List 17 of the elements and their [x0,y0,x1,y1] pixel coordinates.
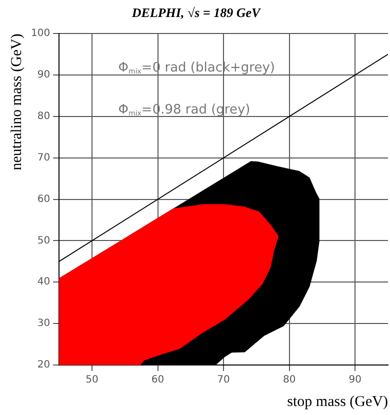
x-tick-label: 70 [217,374,230,386]
y-tick-label: 90 [37,70,50,81]
chart-title: DELPHI, √s = 189 GeV [130,5,262,20]
x-tick-label: 60 [151,374,164,386]
x-tick-label: 50 [86,374,98,386]
y-tick-label: 60 [37,194,50,205]
y-tick-label: 50 [37,235,50,246]
y-tick-label: 20 [37,360,50,371]
y-tick-label: 30 [37,318,50,330]
x-tick-label: 90 [348,374,362,386]
y-axis-title: neutralino mass (GeV) [8,34,25,170]
x-tick-label: 80 [282,374,296,386]
y-tick-label: 70 [37,152,50,164]
y-tick-label: 80 [37,111,50,122]
y-tick-label: 100 [30,28,50,40]
x-axis-title: stop mass (GeV) [287,394,388,410]
y-tick-label: 40 [37,276,50,288]
